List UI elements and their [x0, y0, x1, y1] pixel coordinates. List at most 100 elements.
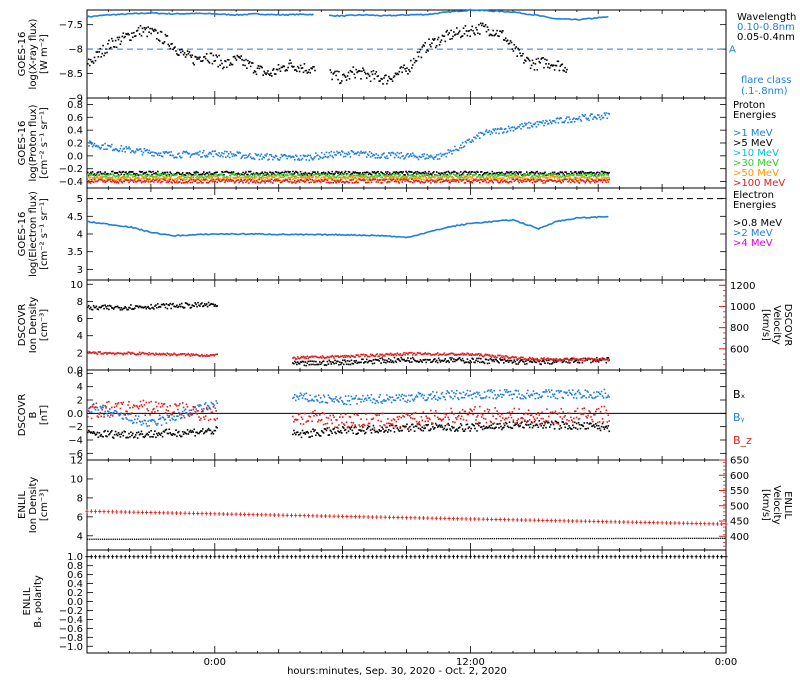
data-point: [521, 359, 523, 361]
data-point: [156, 176, 158, 179]
data-point: [276, 173, 279, 176]
legend-entry: >1 MeV: [733, 128, 773, 139]
data-point: [586, 118, 588, 121]
data-point: [456, 354, 458, 356]
data-point: [192, 178, 194, 181]
data-point: [589, 171, 591, 174]
data-point: [203, 55, 206, 58]
data-point: [449, 353, 451, 355]
data-point: [468, 178, 471, 181]
data-point: [603, 171, 606, 173]
data-point: [439, 181, 442, 183]
data-point: [132, 308, 134, 310]
data-point: [143, 353, 146, 355]
data-point: [267, 175, 269, 178]
data-point: [594, 358, 596, 360]
data-point: [563, 174, 565, 176]
data-point: [596, 356, 598, 359]
data-point: [514, 128, 517, 130]
data-point: [333, 72, 335, 74]
data-point: [572, 357, 574, 360]
data-point: [177, 54, 179, 56]
data-point: [257, 178, 260, 181]
data-point: [497, 128, 499, 130]
data-point: [520, 127, 522, 130]
data-point: [314, 363, 316, 366]
data-point: [171, 174, 173, 177]
data-point: [93, 306, 96, 309]
data-point: [546, 59, 548, 61]
data-point: [409, 171, 411, 173]
data-point: [440, 155, 443, 158]
data-point: [89, 171, 92, 174]
data-point: [370, 181, 373, 184]
data-point: [525, 360, 527, 362]
data-point: [559, 179, 562, 182]
data-point: [284, 178, 287, 180]
data-point: [203, 174, 206, 177]
data-point: [598, 173, 601, 175]
data-point: [213, 305, 216, 307]
data-point: [467, 427, 470, 430]
data-point: [309, 154, 311, 157]
data-point: [364, 179, 366, 181]
data-point: [533, 360, 536, 363]
data-point: [306, 174, 309, 176]
data-point: [377, 181, 379, 183]
data-point: [547, 123, 549, 125]
data-point: [326, 156, 329, 159]
data-point: [187, 180, 190, 183]
data-point: [149, 178, 151, 180]
data-point: [262, 156, 264, 158]
data-point: [484, 172, 487, 174]
data-point: [499, 174, 501, 176]
data-point: [459, 178, 462, 181]
data-point: [358, 154, 360, 157]
data-point: [551, 362, 554, 364]
data-point: [137, 177, 140, 180]
data-point: [287, 155, 289, 158]
data-point: [427, 423, 429, 426]
data-point: [213, 181, 216, 183]
data-point: [585, 176, 587, 179]
data-point: [578, 177, 581, 179]
data-point: [206, 172, 209, 174]
data-point: [461, 172, 464, 175]
data-point: [228, 171, 231, 174]
data-point: [459, 144, 462, 147]
data-point: [129, 39, 131, 41]
data-point: [115, 433, 118, 436]
data-point: [217, 178, 219, 181]
data-point: [441, 181, 444, 183]
data-point: [520, 171, 522, 173]
data-point: [372, 424, 375, 427]
data-point: [391, 353, 394, 356]
data-point: [172, 48, 174, 51]
data-point: [408, 69, 410, 71]
data-point: [234, 57, 237, 60]
data-point: [142, 31, 145, 33]
data-point: [178, 305, 180, 308]
data-point: [276, 158, 279, 160]
data-point: [399, 174, 402, 176]
data-point: [179, 177, 181, 180]
data-point: [477, 176, 479, 178]
data-point: [429, 43, 431, 46]
data-point: [116, 305, 119, 308]
data-point: [166, 175, 169, 178]
data-point: [100, 146, 102, 149]
data-point: [192, 62, 194, 64]
data-point: [212, 354, 215, 356]
data-point: [161, 155, 164, 158]
data-point: [472, 177, 474, 180]
data-point: [409, 177, 411, 179]
data-point: [247, 176, 249, 179]
data-point: [200, 176, 202, 179]
data-point: [559, 359, 562, 362]
data-point: [167, 43, 170, 46]
data-point: [146, 178, 148, 181]
data-point: [400, 356, 402, 359]
data-point: [386, 173, 388, 175]
data-point: [510, 356, 513, 359]
